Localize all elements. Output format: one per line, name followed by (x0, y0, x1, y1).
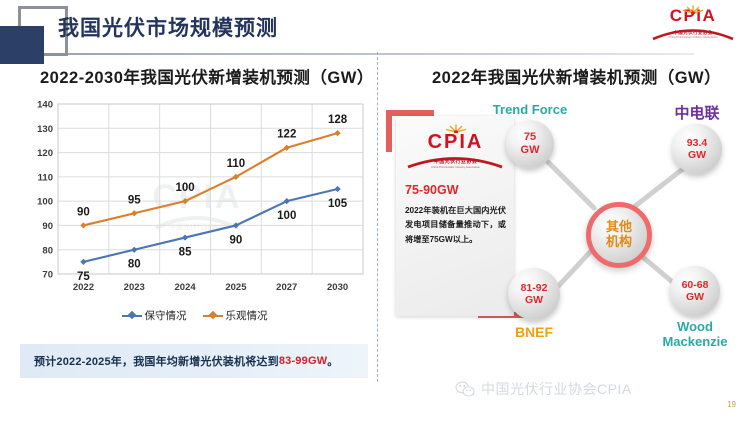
wechat-icon (455, 381, 475, 397)
svg-text:80: 80 (42, 245, 53, 256)
svg-text:90: 90 (230, 234, 243, 246)
node-label-cec: 中电联 (674, 105, 720, 122)
svg-text:90: 90 (42, 221, 53, 232)
node-trend-force-unit: GW (520, 144, 540, 156)
svg-text:80: 80 (128, 259, 141, 271)
node-trend-force[interactable]: 75 GW (506, 120, 554, 168)
node-label-trend-force: Trend Force (492, 102, 568, 117)
card-cpia-logo-cn: 中国光伏行业协会 (433, 159, 478, 165)
left-panel-title: 2022-2030年我国光伏新增装机预测（GW） (40, 69, 374, 87)
summary-banner: 预计2022-2025年，我国年均新增光伏装机将达到 83-99GW。 (20, 344, 368, 378)
svg-text:122: 122 (277, 129, 296, 141)
page-number: 19 (727, 400, 736, 409)
card-cpia-logo: CPIA 中国光伏行业协会 China Photovoltaic Industr… (405, 124, 506, 174)
cpia-logo: CPIA 中国光伏行业协会 China Photovoltaic Industr… (648, 4, 738, 44)
node-bnef-unit: GW (524, 294, 544, 306)
page-title: 我国光伏市场规模预测 (58, 17, 278, 40)
node-label-wood-mackenzie: Wood Mackenzie (662, 319, 728, 349)
sun-rays-icon (445, 124, 466, 133)
legend-item-conservative: 保守情况 (121, 308, 187, 323)
card-cpia-wordmark: CPIA (427, 131, 484, 153)
legend-marker-conservative (121, 311, 142, 321)
svg-text:2030: 2030 (327, 282, 348, 293)
sun-rays-icon (682, 5, 704, 14)
banner-prefix-text: 预计2022-2025年，我国年均新增光伏装机将达到 (34, 356, 279, 368)
node-wood-mackenzie-value: 60-68 (681, 278, 709, 291)
chart-watermark: CPIA 中国光伏行业协会 (152, 178, 241, 231)
cpia-forecast-card: CPIA 中国光伏行业协会 China Photovoltaic Industr… (396, 116, 514, 316)
svg-text:140: 140 (37, 100, 53, 111)
svg-text:100: 100 (277, 210, 296, 222)
line-chart-svg: CPIA 中国光伏行业协会 70 80 90 100 110 120 130 140 2022 202… (37, 100, 364, 293)
legend-label-optimistic: 乐观情况 (225, 310, 268, 322)
node-label-bnef: BNEF (514, 324, 554, 340)
node-cec-unit: GW (687, 149, 707, 161)
svg-text:120: 120 (37, 148, 53, 159)
svg-text:130: 130 (37, 124, 53, 135)
right-panel-title: 2022年我国光伏新增装机预测（GW） (432, 69, 722, 87)
card-bracket-top-left (386, 110, 392, 152)
card-bracket-top (386, 110, 434, 116)
svg-text:CPIA: CPIA (152, 178, 241, 216)
cpia-arc-block: 中国光伏行业协会 China Photovoltaic Industry Ass… (651, 25, 735, 41)
panel-divider (377, 52, 378, 382)
node-wood-mackenzie-unit: GW (685, 291, 705, 303)
svg-text:128: 128 (328, 114, 348, 126)
cpia-logo-cn: 中国光伏行业协会 (673, 30, 713, 35)
cpia-forecast-range: 75-90GW (405, 183, 459, 197)
svg-text:95: 95 (128, 194, 141, 206)
svg-text:2024: 2024 (175, 282, 197, 293)
svg-text:70: 70 (42, 270, 53, 281)
line-chart: CPIA 中国光伏行业协会 70 80 90 100 110 120 130 140 2022 202… (22, 96, 367, 322)
svg-text:110: 110 (38, 172, 53, 183)
svg-text:100: 100 (37, 197, 53, 208)
hub-label-line2: 机构 (605, 234, 632, 249)
decor-square-solid (0, 26, 44, 64)
header-divider-rule (44, 53, 694, 55)
node-cec[interactable]: 93.4 GW (672, 124, 722, 174)
cpia-arc-icon (652, 29, 734, 41)
chart-legend: 保守情况 乐观情况 (22, 308, 367, 323)
svg-text:2025: 2025 (225, 282, 247, 293)
institution-forecast-diagram: CPIA 中国光伏行业协会 China Photovoltaic Industr… (382, 90, 750, 380)
svg-text:2023: 2023 (124, 282, 145, 293)
hub-other-institutions[interactable]: 其他 机构 (586, 202, 652, 268)
svg-text:100: 100 (175, 182, 194, 194)
legend-item-optimistic: 乐观情况 (202, 308, 268, 323)
legend-marker-optimistic (202, 311, 223, 321)
node-bnef-value: 81-92 (520, 281, 548, 294)
card-cpia-arc-block: 中国光伏行业协会 China Photovoltaic Industry Ass… (405, 153, 506, 169)
cpia-logo-en: China Photovoltaic Industry Association (668, 36, 718, 39)
node-cec-value: 93.4 (686, 136, 708, 149)
svg-text:2022: 2022 (73, 282, 94, 293)
card-cpia-logo-en: China Photovoltaic Industry Association (431, 164, 480, 169)
svg-text:75: 75 (77, 271, 90, 283)
banner-highlight-value: 83-99GW (278, 355, 328, 367)
node-wood-mackenzie[interactable]: 60-68 GW (670, 266, 720, 316)
legend-label-conservative: 保守情况 (144, 310, 187, 322)
node-trend-force-value: 75 (523, 131, 537, 144)
cpia-wordmark: CPIA (669, 6, 717, 25)
banner-suffix-text: 。 (327, 356, 339, 368)
cpia-arc-icon (407, 157, 503, 169)
svg-text:85: 85 (179, 247, 192, 259)
cpia-forecast-description: 2022年装机在巨大国内光伏发电项目储备量推动下，或将增至75GW以上。 (405, 206, 506, 244)
wechat-account-name: 中国光伏行业协会CPIA (481, 381, 632, 397)
hub-label-line1: 其他 (605, 219, 632, 235)
svg-text:中国光伏行业协会: 中国光伏行业协会 (169, 222, 225, 231)
svg-text:110: 110 (227, 158, 246, 170)
wechat-footer: 中国光伏行业协会CPIA (455, 378, 735, 400)
svg-text:90: 90 (77, 206, 90, 218)
svg-text:105: 105 (328, 198, 348, 210)
node-bnef[interactable]: 81-92 GW (508, 268, 560, 320)
svg-text:2027: 2027 (276, 282, 297, 293)
